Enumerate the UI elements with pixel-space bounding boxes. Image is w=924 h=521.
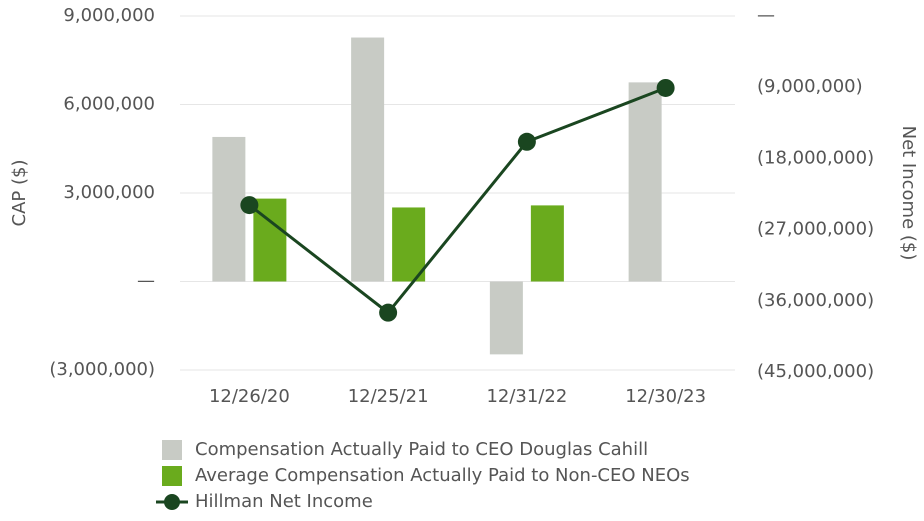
x-tick-label: 12/25/21 (348, 386, 429, 407)
legend-label: Compensation Actually Paid to CEO Dougla… (195, 439, 648, 460)
y2-tick-label: (45,000,000) (757, 361, 874, 382)
y2-tick-label: (36,000,000) (757, 290, 874, 311)
line-point (656, 78, 675, 97)
bar (530, 205, 564, 282)
bar (351, 37, 385, 282)
line-point (240, 196, 259, 215)
line-point (379, 303, 398, 322)
bar (392, 207, 426, 282)
line (248, 86, 667, 315)
legend-swatch (164, 494, 180, 510)
bar (212, 136, 246, 282)
x-tick-label: 12/26/20 (209, 386, 290, 407)
y-tick-label: 6,000,000 (63, 94, 155, 115)
line-point (517, 132, 536, 151)
y-tick-label: (3,000,000) (49, 359, 155, 380)
x-tick-label: 12/31/22 (486, 386, 567, 407)
y2-tick-label: (9,000,000) (757, 76, 863, 97)
y2-tick-label: (27,000,000) (757, 219, 874, 240)
x-tick-label: 12/30/23 (625, 386, 706, 407)
legend-swatch (162, 466, 182, 486)
legend-swatch (162, 440, 182, 460)
y-tick-label: 9,000,000 (63, 5, 155, 26)
legend-label: Hillman Net Income (195, 491, 373, 512)
y2-tick-label: (18,000,000) (757, 147, 874, 168)
y-axis-label: CAP ($) (9, 160, 30, 227)
bar (628, 82, 662, 282)
bar (489, 281, 523, 355)
y-tick-label: — (137, 271, 155, 292)
y-tick-label: 3,000,000 (63, 182, 155, 203)
legend-label: Average Compensation Actually Paid to No… (195, 465, 690, 486)
y2-axis-label: Net Income ($) (898, 126, 919, 261)
y2-tick-label: — (757, 5, 775, 26)
